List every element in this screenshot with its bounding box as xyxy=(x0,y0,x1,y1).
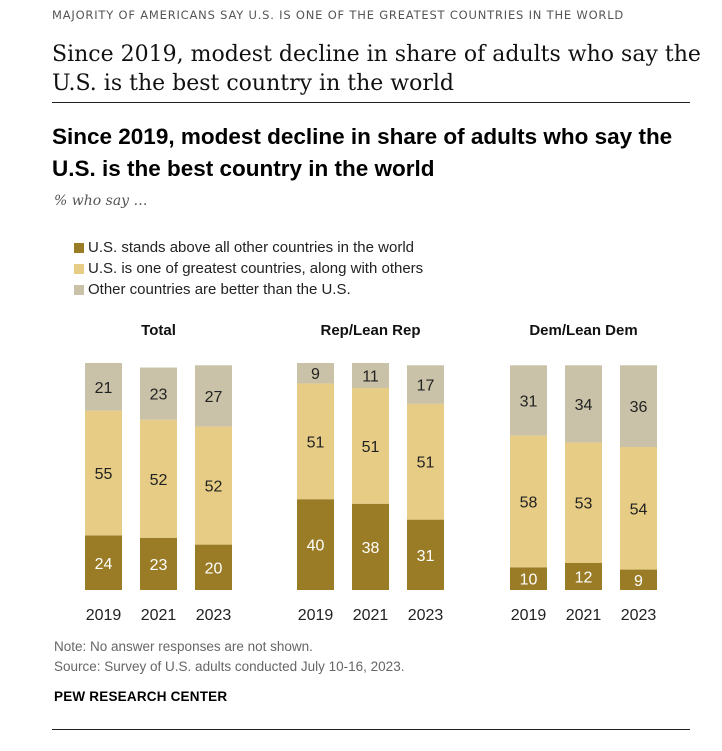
bar-segment-above xyxy=(352,503,389,590)
bar-segment-above xyxy=(620,569,657,590)
bar-segment-one xyxy=(407,403,444,520)
legend: U.S. stands above all other countries in… xyxy=(74,237,423,300)
bar-segment-above xyxy=(85,535,122,590)
bar-segment-above xyxy=(407,519,444,590)
panel-title: Dem/Lean Dem xyxy=(529,322,637,339)
year-tick-label: 2021 xyxy=(141,607,177,624)
legend-swatch-above xyxy=(74,242,84,253)
bar-segment-other xyxy=(352,363,389,388)
data-label-one: 54 xyxy=(630,501,648,518)
data-label-one: 52 xyxy=(150,472,168,489)
bar-segment-one xyxy=(352,387,389,504)
bar-segment-other xyxy=(510,365,547,436)
bar-segment-one xyxy=(510,435,547,568)
data-label-above: 20 xyxy=(205,560,223,577)
data-label-above: 38 xyxy=(362,540,380,557)
bar-segment-other xyxy=(407,365,444,404)
legend-label-above: U.S. stands above all other countries in… xyxy=(88,239,415,256)
legend-item-other: Other countries are better than the U.S. xyxy=(74,279,423,300)
data-label-other: 27 xyxy=(205,389,223,406)
chart-title: Since 2019, modest decline in share of a… xyxy=(52,124,673,181)
data-label-other: 34 xyxy=(575,397,593,414)
bar-segment-above xyxy=(565,562,602,590)
bar-segment-other xyxy=(85,363,122,411)
bar-segment-above xyxy=(140,537,177,590)
year-tick-label: 2023 xyxy=(408,607,444,624)
data-label-one: 53 xyxy=(575,496,593,513)
data-label-above: 40 xyxy=(307,538,325,555)
source: Source: Survey of U.S. adults conducted … xyxy=(54,659,405,674)
data-label-above: 9 xyxy=(634,573,643,590)
data-label-other: 21 xyxy=(95,380,113,397)
chart-subtitle: % who say … xyxy=(54,193,148,209)
headline: Since 2019, modest decline in share of a… xyxy=(52,42,701,96)
legend-label-one: U.S. is one of greatest countries, along… xyxy=(88,260,424,277)
bottom-rule xyxy=(52,729,690,730)
legend-item-above: U.S. stands above all other countries in… xyxy=(74,237,423,258)
data-label-above: 24 xyxy=(95,556,113,573)
data-label-above: 10 xyxy=(520,572,538,589)
year-tick-label: 2019 xyxy=(86,607,122,624)
data-label-above: 23 xyxy=(150,557,168,574)
year-tick-label: 2021 xyxy=(566,607,602,624)
panel-title: Total xyxy=(141,322,176,339)
data-label-other: 23 xyxy=(150,387,168,404)
bar-segment-one xyxy=(140,419,177,538)
data-label-other: 11 xyxy=(362,368,379,385)
kicker: MAJORITY OF AMERICANS SAY U.S. IS ONE OF… xyxy=(52,8,625,22)
brand-logo-text: PEW RESEARCH CENTER xyxy=(54,689,228,704)
bar-segment-above xyxy=(510,567,547,590)
data-label-other: 9 xyxy=(311,366,320,383)
data-label-one: 52 xyxy=(205,479,223,496)
data-label-above: 12 xyxy=(575,569,593,586)
bar-segment-other xyxy=(195,365,232,427)
legend-item-one: U.S. is one of greatest countries, along… xyxy=(74,258,423,279)
year-tick-label: 2019 xyxy=(298,607,334,624)
year-tick-label: 2023 xyxy=(621,607,657,624)
bar-segment-one xyxy=(565,442,602,563)
data-label-one: 51 xyxy=(307,434,325,451)
data-label-one: 55 xyxy=(95,466,113,483)
bar-segment-one xyxy=(85,410,122,536)
legend-swatch-one xyxy=(74,263,84,274)
bar-segment-one xyxy=(195,426,232,545)
bar-segment-other xyxy=(565,365,602,443)
bar-segment-other xyxy=(140,367,177,420)
note: Note: No answer responses are not shown. xyxy=(54,639,313,654)
year-tick-label: 2021 xyxy=(353,607,389,624)
data-label-other: 31 xyxy=(520,393,538,410)
bar-segment-other xyxy=(620,365,657,447)
bar-segment-above xyxy=(297,499,334,590)
data-label-one: 51 xyxy=(362,439,380,456)
bar-segment-other xyxy=(297,363,334,384)
bar-segment-one xyxy=(297,383,334,500)
year-tick-label: 2023 xyxy=(196,607,232,624)
panel-title: Rep/Lean Rep xyxy=(320,322,420,339)
bar-segment-one xyxy=(620,446,657,570)
top-rule xyxy=(52,102,690,103)
data-label-above: 31 xyxy=(417,548,435,565)
data-label-other: 36 xyxy=(630,399,648,416)
data-label-other: 17 xyxy=(417,378,435,395)
stacked-bar-chart: Total 24 55 21 2019 23 52 23 2021 20 52 27 2023 Rep/L… xyxy=(85,322,657,624)
legend-swatch-other xyxy=(74,284,84,295)
year-tick-label: 2019 xyxy=(511,607,547,624)
data-label-one: 58 xyxy=(520,494,538,511)
data-label-one: 51 xyxy=(417,455,435,472)
legend-label-other: Other countries are better than the U.S. xyxy=(88,281,351,298)
bar-segment-above xyxy=(195,544,232,590)
